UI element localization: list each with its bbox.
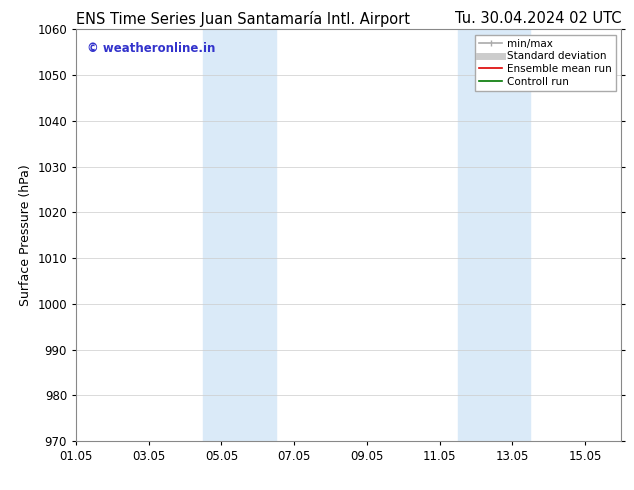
Bar <box>204 29 276 441</box>
Text: © weatheronline.in: © weatheronline.in <box>87 42 216 55</box>
Text: ENS Time Series Juan Santamaría Intl. Airport: ENS Time Series Juan Santamaría Intl. Ai… <box>76 11 410 27</box>
Bar <box>458 29 531 441</box>
Legend: min/max, Standard deviation, Ensemble mean run, Controll run: min/max, Standard deviation, Ensemble me… <box>475 35 616 91</box>
Text: Tu. 30.04.2024 02 UTC: Tu. 30.04.2024 02 UTC <box>455 11 621 26</box>
Y-axis label: Surface Pressure (hPa): Surface Pressure (hPa) <box>19 164 32 306</box>
